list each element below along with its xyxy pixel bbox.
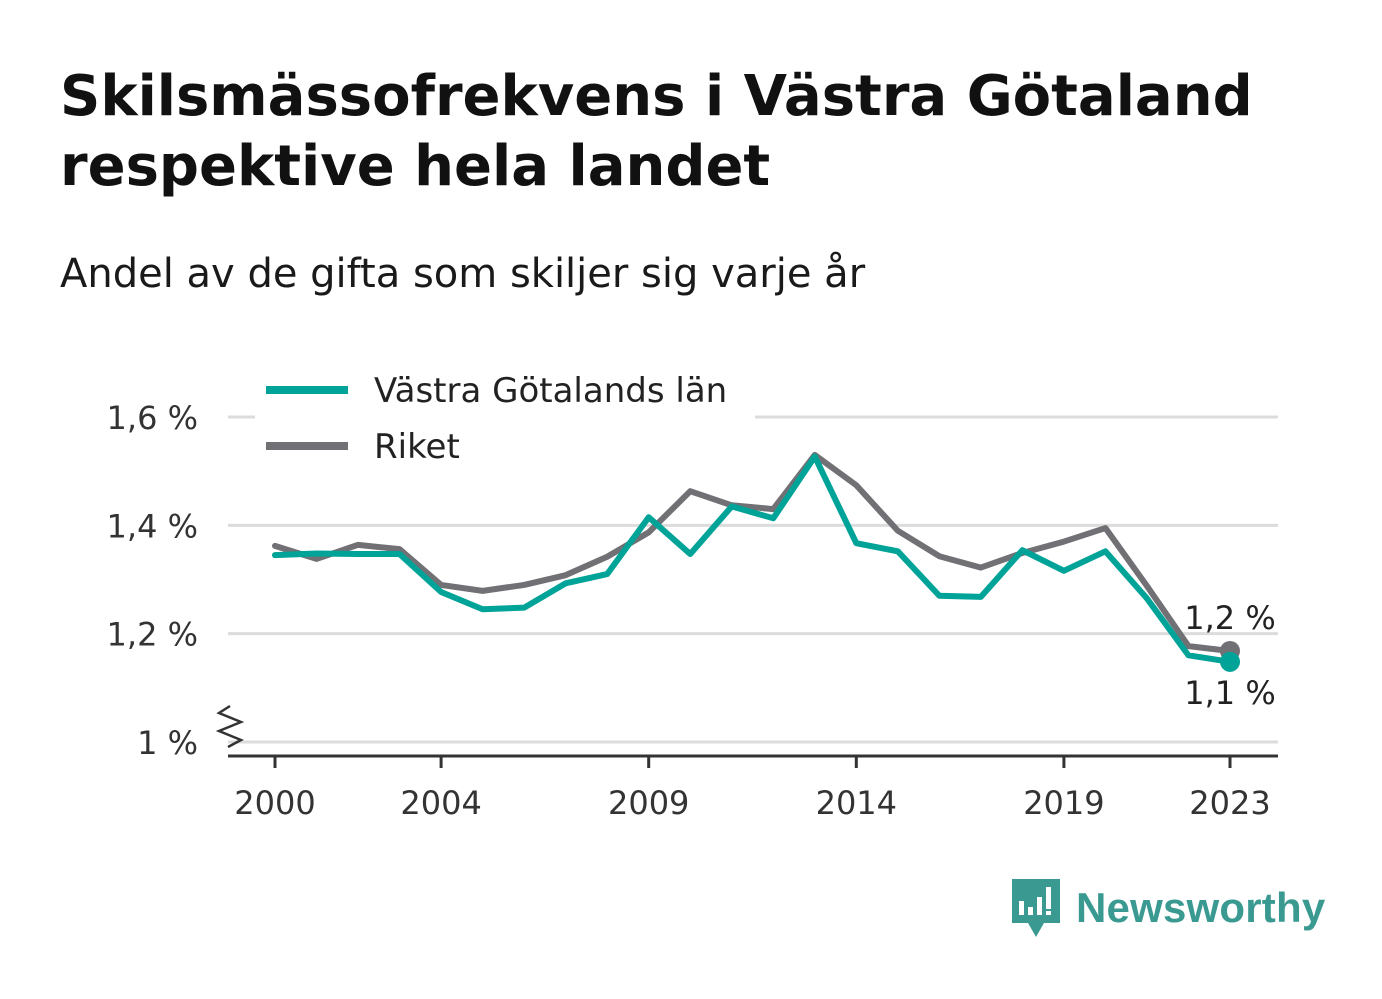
legend-label: Västra Götalands län	[374, 371, 727, 411]
legend-label: Riket	[374, 427, 460, 467]
chart-subtitle: Andel av de gifta som skiljer sig varje …	[60, 251, 866, 297]
end-label-vastra-gotaland: 1,1 %	[1184, 674, 1275, 712]
x-tick-label: 2004	[400, 784, 481, 822]
x-tick-label: 2014	[816, 784, 897, 822]
x-tick-label: 2000	[234, 784, 315, 822]
brand-name: Newsworthy	[1076, 884, 1326, 931]
x-tick-label: 2023	[1189, 784, 1270, 822]
y-tick-label: 1,6 %	[107, 399, 198, 437]
chart-title: Skilsmässofrekvens i Västra Götaland res…	[60, 64, 1253, 199]
x-tick-label: 2019	[1023, 784, 1104, 822]
brand: Newsworthy	[1010, 876, 1325, 940]
end-label-riket: 1,2 %	[1184, 599, 1275, 637]
y-tick-label: 1 %	[137, 724, 198, 762]
y-tick-label: 1,4 %	[107, 507, 198, 545]
series-line-riket	[272, 451, 1233, 654]
end-point	[1220, 651, 1240, 672]
x-tick-label: 2009	[608, 784, 689, 822]
legend-background	[255, 368, 755, 422]
y-tick-label: 1,2 %	[107, 616, 198, 654]
newsworthy-logo-icon	[1012, 879, 1060, 937]
axis-break-icon	[215, 704, 245, 749]
series-line-vastra-gotaland	[272, 453, 1233, 665]
